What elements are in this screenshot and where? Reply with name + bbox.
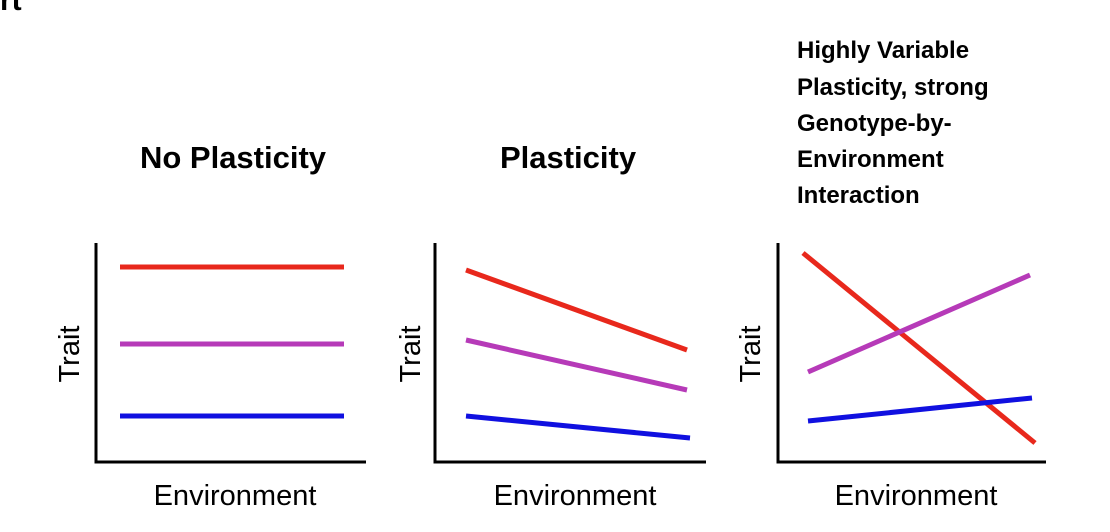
panel-title-line: Plasticity, strong: [797, 74, 989, 101]
axes: [94, 243, 366, 464]
y-axis-label: Trait: [54, 326, 86, 383]
panel: Highly Variable Plasticity, strong Genot…: [735, 37, 1046, 512]
panel: Plasticity Trait Environment: [395, 140, 706, 512]
axes: [433, 243, 706, 464]
trait-line: [806, 272, 1032, 375]
y-axis-label: Trait: [735, 326, 767, 383]
panel-title-line: Highly Variable: [797, 37, 969, 64]
trait-line: [465, 337, 688, 393]
trait-line: [465, 413, 691, 441]
panel-title-line: Genotype-by-: [797, 110, 952, 137]
x-axis-label: Environment: [494, 480, 657, 512]
y-axis-label: Trait: [395, 326, 427, 383]
header-fragment: rt: [0, 0, 22, 17]
panel-title: No Plasticity: [140, 140, 327, 175]
trait-line: [465, 267, 688, 353]
panel-title-line: Environment: [797, 146, 944, 173]
panel-title: Plasticity: [500, 140, 637, 175]
trait-line: [807, 395, 1033, 424]
trait-line: [801, 251, 1037, 445]
panel: No Plasticity Trait Environment: [54, 140, 366, 512]
x-axis-label: Environment: [835, 480, 998, 512]
axes: [776, 243, 1046, 464]
panel-title-line: Interaction: [797, 182, 920, 209]
x-axis-label: Environment: [154, 480, 317, 512]
